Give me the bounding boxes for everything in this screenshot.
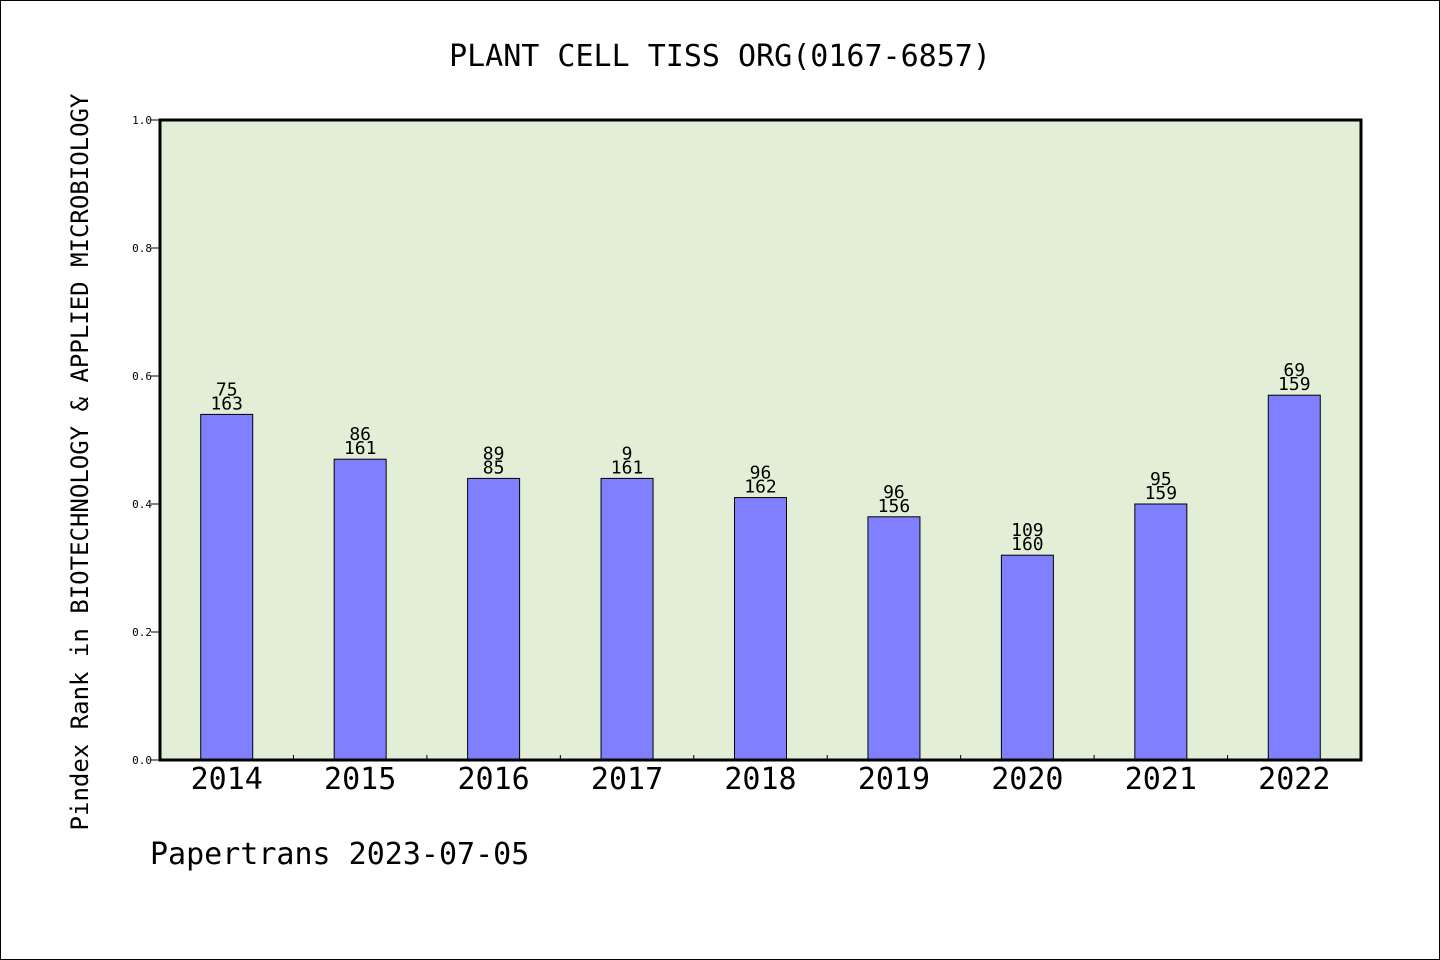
bar-2020: [1000, 554, 1054, 761]
bar-2014: [200, 413, 254, 761]
rank-label-2020: 109: [1011, 520, 1044, 541]
y-tick-label-0.4: 0.4: [132, 498, 152, 511]
x-tick-label-2022: 2022: [1258, 762, 1330, 797]
footer-text: Papertrans 2023-07-05: [150, 837, 529, 872]
bar-2018: [734, 497, 787, 761]
x-tick-label-2018: 2018: [724, 762, 796, 797]
total-label-2014: 163: [210, 393, 243, 414]
bar-2021: [1134, 503, 1188, 761]
x-tick-label-2021: 2021: [1125, 762, 1197, 797]
x-tick-label-2015: 2015: [324, 762, 396, 797]
y-axis-label: Pindex Rank in BIOTECHNOLOGY & APPLIED M…: [66, 93, 94, 830]
total-label-2017: 161: [611, 457, 644, 478]
bar-2017: [600, 477, 654, 761]
total-label-2021: 159: [1145, 483, 1178, 504]
total-label-2016: 85: [483, 457, 505, 478]
rank-label-2018: 96: [750, 463, 772, 484]
x-tick-label-2016: 2016: [457, 762, 529, 797]
rank-label-2014: 75: [216, 379, 238, 400]
rank-label-2022: 69: [1283, 360, 1305, 381]
x-tick-label-2017: 2017: [591, 762, 663, 797]
y-tick-label-0.2: 0.2: [132, 626, 152, 639]
rank-label-2019: 96: [883, 482, 905, 503]
chart-title: PLANT CELL TISS ORG(0167-6857): [449, 39, 991, 74]
bar-2015: [333, 458, 387, 761]
bar-2022: [1267, 394, 1321, 761]
y-tick-label-0.0: 0.0: [132, 754, 152, 767]
total-label-2022: 159: [1278, 374, 1311, 395]
x-tick-label-2020: 2020: [991, 762, 1063, 797]
y-tick-label-0.6: 0.6: [132, 370, 152, 383]
total-label-2019: 156: [878, 496, 911, 517]
y-tick-label-1.0: 1.0: [132, 114, 152, 127]
y-tick-label-0.8: 0.8: [132, 242, 152, 255]
x-tick-label-2019: 2019: [858, 762, 930, 797]
total-label-2018: 162: [744, 477, 777, 498]
rank-label-2016: 89: [483, 443, 505, 464]
rank-label-2017: 9: [622, 443, 633, 464]
bar-2019: [867, 516, 921, 761]
plot-border: [158, 118, 1363, 762]
total-label-2015: 161: [344, 438, 377, 459]
rank-label-2015: 86: [349, 424, 371, 445]
rank-label-2021: 95: [1150, 469, 1172, 490]
total-label-2020: 160: [1011, 534, 1044, 555]
bar-2016: [467, 477, 521, 761]
x-tick-label-2014: 2014: [191, 762, 263, 797]
ticks-layer: 2014 2015 2016 2017 2018 2019 2020 2021 2022 0.0 0…: [132, 114, 1330, 797]
